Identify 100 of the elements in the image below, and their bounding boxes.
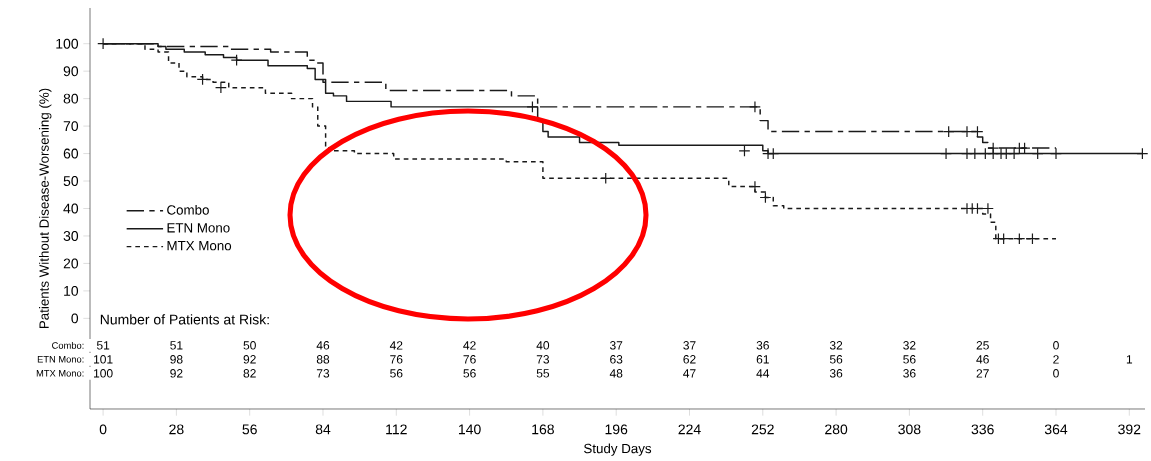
- data-label: 63: [610, 355, 623, 364]
- x-tick-label: 364: [1044, 424, 1068, 435]
- data-label: 101: [94, 355, 113, 364]
- point: [759, 191, 772, 204]
- point: [97, 37, 110, 50]
- point: [1031, 147, 1044, 160]
- data-label: 27: [976, 369, 989, 378]
- data-label: 88: [316, 355, 330, 364]
- data-label: 73: [536, 355, 550, 364]
- data-label: 92: [243, 355, 256, 364]
- x-tick-label: 140: [458, 424, 481, 435]
- data-label: 0: [1053, 369, 1059, 378]
- x-axis-title: Study Days: [584, 443, 652, 456]
- data-label: 98: [170, 355, 183, 364]
- data-label: 46: [316, 341, 330, 350]
- legend-label: Combo: [167, 204, 209, 215]
- point: [196, 73, 209, 86]
- data-label: 46: [976, 355, 989, 364]
- y-tick-label: 40: [63, 203, 79, 214]
- data-label: 51: [96, 341, 110, 350]
- x-tick-label: 308: [898, 424, 921, 435]
- point: [214, 81, 227, 94]
- data-label: 0: [1053, 341, 1059, 350]
- y-tick-label: 60: [63, 148, 79, 159]
- legend-label: ETN Mono: [167, 223, 230, 233]
- point: [942, 125, 955, 138]
- point: [749, 100, 761, 113]
- point: [968, 147, 981, 160]
- data-label: 32: [829, 341, 843, 350]
- data-label: 37: [609, 341, 623, 350]
- data-label: 2: [1053, 355, 1059, 364]
- data-label: 92: [170, 369, 183, 378]
- x-tick-label: 392: [1118, 424, 1141, 435]
- data-label: 76: [463, 355, 476, 364]
- data-label: 36: [829, 369, 843, 378]
- point: [599, 172, 612, 185]
- data-label: 50: [243, 341, 256, 350]
- point: [961, 147, 973, 160]
- data-label: 40: [536, 341, 550, 350]
- data-label: 51: [170, 341, 183, 350]
- y-tick-label: MTX Mono:: [36, 370, 84, 377]
- data-label: 76: [390, 355, 403, 364]
- y-tick-label: 70: [63, 121, 79, 132]
- data-label: 56: [463, 369, 476, 378]
- y-tick-label: 0: [71, 313, 79, 324]
- y-tick-label: 10: [64, 285, 79, 296]
- point: [767, 147, 780, 160]
- legend-label: MTX Mono: [167, 241, 232, 251]
- x-tick-label: 168: [532, 424, 554, 435]
- y-tick-label: ETN Mono:: [37, 356, 84, 363]
- data-label: 56: [829, 355, 843, 364]
- y-tick-label: 90: [63, 66, 79, 77]
- data-label: 100: [94, 369, 113, 378]
- data-label: 37: [683, 341, 696, 350]
- data-label: 36: [756, 341, 769, 350]
- data-label: 36: [903, 369, 916, 378]
- data-label: 47: [683, 369, 696, 378]
- point: [982, 202, 994, 215]
- data-label: 56: [390, 369, 403, 378]
- point: [1013, 232, 1026, 245]
- x-tick-label: 56: [242, 424, 257, 435]
- x-tick-label: 280: [825, 424, 848, 435]
- point: [526, 100, 539, 113]
- point: [1136, 147, 1149, 160]
- y-tick-label: 30: [63, 231, 79, 241]
- data-label: 56: [903, 355, 916, 364]
- point: [1008, 147, 1021, 160]
- x-tick-label: 28: [169, 424, 184, 435]
- point: [1026, 232, 1039, 245]
- point: [230, 54, 243, 67]
- data-label: 1: [1126, 355, 1133, 364]
- point: [971, 125, 984, 138]
- data-label: 82: [243, 369, 256, 378]
- point: [1050, 147, 1062, 160]
- x-tick-label: 84: [315, 424, 331, 435]
- y-tick-label: 80: [63, 93, 79, 104]
- data-label: 61: [756, 355, 769, 364]
- data-label: 32: [903, 341, 916, 350]
- x-tick-label: 0: [99, 424, 107, 435]
- data-label: 44: [756, 369, 770, 378]
- data-label: 42: [389, 341, 403, 350]
- data-label: 42: [463, 341, 476, 350]
- data-label: 25: [976, 341, 989, 350]
- x-tick-label: 112: [386, 424, 407, 435]
- data-label: 62: [683, 355, 696, 364]
- y-tick-label: 100: [56, 38, 79, 49]
- chart-title: Number of Patients at Risk:: [100, 314, 269, 325]
- data-label: 73: [316, 369, 330, 378]
- x-tick-label: 224: [678, 424, 701, 435]
- data-label: 48: [609, 369, 623, 378]
- point: [940, 147, 952, 160]
- x-tick-label: 252: [751, 424, 774, 435]
- y-axis-title: Patients Without Disease-Worsening (%): [39, 88, 52, 329]
- point: [961, 125, 973, 138]
- x-tick-label: 336: [971, 424, 994, 435]
- x-tick-label: 196: [605, 424, 628, 435]
- point: [749, 180, 761, 193]
- y-tick-label: 50: [63, 176, 79, 186]
- y-tick-label: Combo:: [52, 341, 84, 349]
- data-label: 55: [536, 369, 550, 378]
